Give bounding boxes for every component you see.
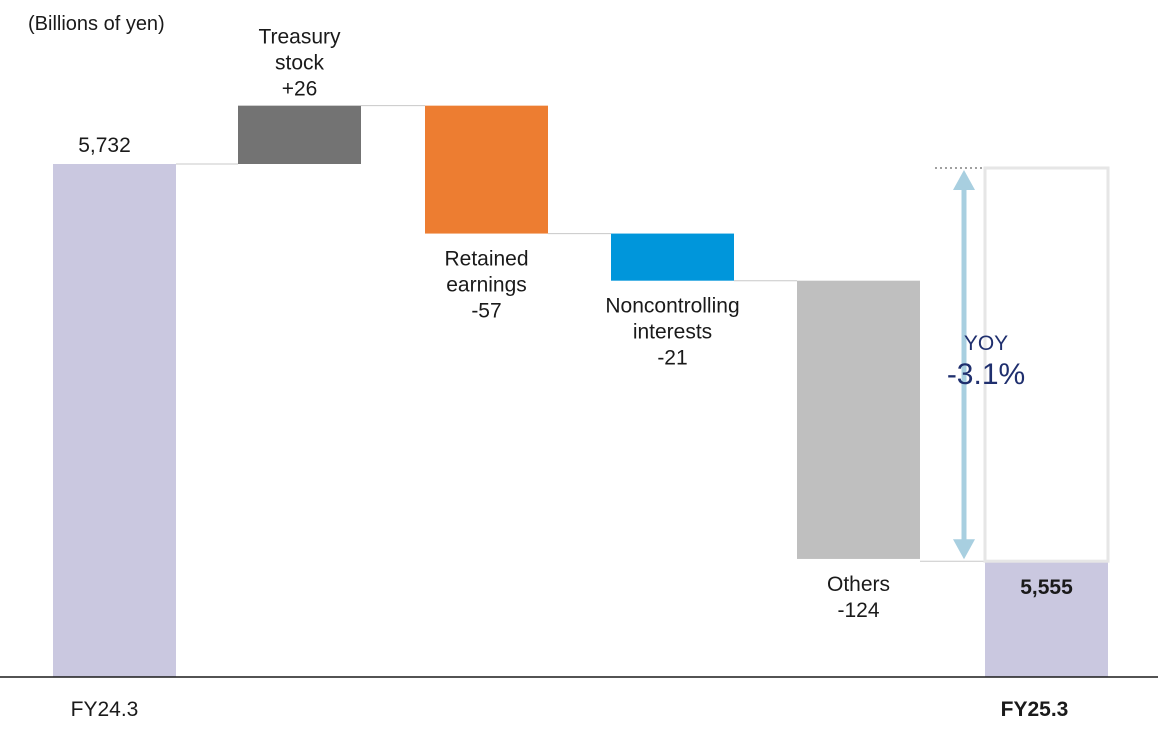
yoy-arrow <box>953 170 975 560</box>
previous-total-outline <box>983 166 1110 563</box>
bars <box>53 105 1108 677</box>
step-name-label: Others <box>827 573 890 596</box>
bar-start-total <box>53 164 176 677</box>
step-name-label: Retained <box>444 248 528 271</box>
yoy-arrow-head <box>953 170 975 190</box>
bar-step <box>425 105 548 234</box>
connector-lines <box>176 105 985 562</box>
labels: 5,732 FY24.3 Treasury stock +26 Retained earni… <box>71 26 1073 721</box>
step-value-label: -21 <box>657 347 687 370</box>
yoy-arrow-head <box>953 539 975 560</box>
yoy-value: -3.1% <box>947 358 1025 391</box>
bar-end-total <box>985 561 1108 677</box>
step-name-label: stock <box>275 52 325 75</box>
step-value-label: -124 <box>837 599 879 622</box>
end-value-label: 5,555 <box>1020 576 1073 599</box>
end-category-label: FY25.3 <box>1001 698 1069 721</box>
step-name-label: Treasury <box>258 26 341 49</box>
bar-step <box>611 233 734 281</box>
start-category-label: FY24.3 <box>71 698 139 721</box>
bar-step <box>797 280 920 559</box>
bar-step <box>238 105 361 164</box>
unit-label: (Billions of yen) <box>28 13 165 35</box>
step-value-label: -57 <box>471 300 501 323</box>
start-value-label: 5,732 <box>78 134 131 157</box>
step-name-label: Noncontrolling <box>605 295 739 318</box>
step-name-label: earnings <box>446 274 527 297</box>
step-name-label: interests <box>633 321 712 344</box>
step-value-label: +26 <box>282 78 318 101</box>
yoy-label: YOY <box>964 332 1008 355</box>
